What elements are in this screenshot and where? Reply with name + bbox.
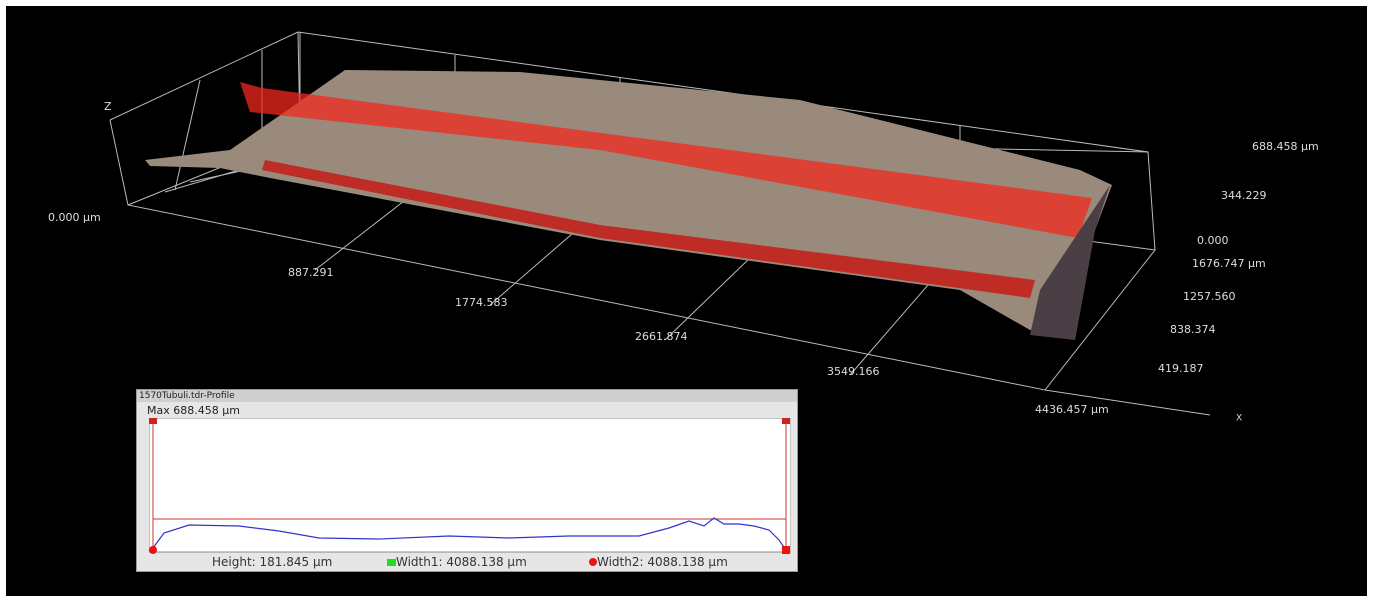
width1-readout: Width1: 4088.138 μm [387, 555, 527, 569]
max-label: Max 688.458 μm [147, 404, 240, 417]
width1-text: Width1: 4088.138 μm [396, 555, 527, 569]
y-tick-label: 1676.747 μm [1192, 257, 1266, 270]
handle[interactable] [782, 546, 790, 554]
z-tick-label: 344.229 [1221, 189, 1267, 202]
z-tick-label: 688.458 μm [1252, 140, 1319, 153]
x-tick-label: 3549.166 [827, 365, 880, 378]
window-title: 1570Tubuli.tdr-Profile [137, 390, 797, 402]
handle[interactable] [149, 546, 157, 554]
y-tick-label: 419.187 [1158, 362, 1204, 375]
y-tick-label: 838.374 [1170, 323, 1216, 336]
x-tick-label: 2661.874 [635, 330, 688, 343]
handle[interactable] [149, 418, 157, 424]
height-readout: Height: 181.845 μm [212, 555, 332, 569]
profile-window: 1570Tubuli.tdr-Profile Max 688.458 μm He… [136, 389, 798, 572]
x-tick-label: 0.000 μm [48, 211, 101, 224]
x-tick-label: 4436.457 μm [1035, 403, 1109, 416]
y-tick-label: 1257.560 [1183, 290, 1236, 303]
profile-plot [149, 418, 791, 554]
x-tick-label: 1774.583 [455, 296, 508, 309]
z-axis-label: Z [104, 100, 112, 113]
width2-text: Width2: 4088.138 μm [597, 555, 728, 569]
screen: Z X 0.000 μm 887.291 1774.583 2661.874 3549.… [0, 0, 1373, 602]
width2-readout: Width2: 4088.138 μm [589, 555, 728, 569]
plot-area [149, 418, 791, 552]
x-axis-label: X [1236, 414, 1242, 424]
handle[interactable] [782, 418, 790, 424]
x-tick-label: 887.291 [288, 266, 334, 279]
z-tick-label: 0.000 [1197, 234, 1229, 247]
